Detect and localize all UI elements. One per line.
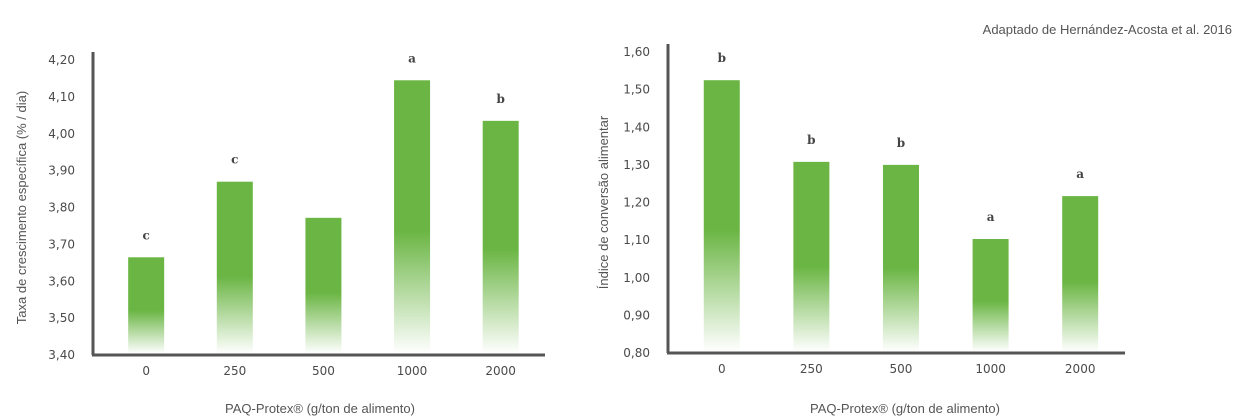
x-tick-label: 250 — [800, 362, 823, 376]
y-tick-label: 0,90 — [623, 308, 650, 322]
bar-250 — [793, 161, 830, 352]
bar-significance-label: b — [807, 133, 815, 147]
y-axis-title: Índice de conversão alimentar — [596, 115, 611, 289]
bar-significance-label: c — [143, 228, 150, 242]
y-axis-title: Taxa de crescimento específica (% / dia) — [14, 91, 29, 324]
bar-0 — [703, 80, 740, 352]
x-tick-label: 500 — [312, 364, 335, 378]
y-tick-label: 4,00 — [48, 127, 75, 141]
bar-0 — [128, 257, 165, 354]
y-tick-label: 3,40 — [48, 348, 75, 362]
x-axis-title: PAQ-Protex® (g/ton de alimento) — [810, 401, 1000, 416]
bar-significance-label: c — [231, 153, 238, 167]
x-tick-label: 1000 — [397, 364, 428, 378]
x-tick-label: 1000 — [975, 362, 1006, 376]
y-tick-label: 3,50 — [48, 311, 75, 325]
x-tick-label: 500 — [890, 362, 913, 376]
chart-growth-rate: c c a b 3,40 3,50 3,60 3,70 3,80 3,90 4,00 4,10 4,20… — [14, 51, 545, 416]
y-tick-label: 1,60 — [623, 45, 650, 59]
y-tick-label: 1,20 — [623, 196, 650, 210]
y-tick-label: 4,20 — [48, 53, 75, 67]
y-tick-label: 4,10 — [48, 90, 75, 104]
x-axis-title: PAQ-Protex® (g/ton de alimento) — [225, 401, 415, 416]
bar-significance-label: b — [496, 92, 504, 106]
bar-significance-label: a — [1076, 167, 1084, 181]
y-tick-label: 1,30 — [623, 158, 650, 172]
bar-500 — [305, 217, 342, 354]
x-tick-label: 0 — [142, 364, 150, 378]
x-tick-label: 2000 — [1065, 362, 1096, 376]
y-tick-label: 0,80 — [623, 346, 650, 360]
bar-1000 — [972, 238, 1009, 352]
x-tick-label: 250 — [223, 364, 246, 378]
y-tick-label: 3,60 — [48, 274, 75, 288]
x-tick-label: 2000 — [485, 364, 516, 378]
source-note: Adaptado de Hernández-Acosta et al. 2016 — [982, 22, 1232, 37]
bar-250 — [216, 181, 253, 354]
y-tick-label: 1,10 — [623, 233, 650, 247]
y-tick-label: 1,40 — [623, 120, 650, 134]
y-tick-label: 3,80 — [48, 201, 75, 215]
bar-1000 — [394, 80, 431, 354]
bar-significance-label: b — [897, 136, 905, 150]
bar-2000 — [482, 120, 519, 354]
bar-significance-label: a — [987, 210, 995, 224]
y-tick-label: 3,90 — [48, 164, 75, 178]
bar-500 — [882, 164, 919, 352]
y-tick-label: 1,50 — [623, 83, 650, 97]
x-tick-label: 0 — [718, 362, 726, 376]
bar-significance-label: b — [718, 51, 726, 65]
bar-significance-label: a — [408, 51, 416, 65]
chart-feed-conversion: b b b a a 0,80 0,90 1,00 1,10 1,20 1,30 1,40 1,50 1,6… — [596, 44, 1125, 416]
y-tick-label: 1,00 — [623, 271, 650, 285]
y-tick-label: 3,70 — [48, 237, 75, 251]
bar-2000 — [1062, 196, 1099, 352]
